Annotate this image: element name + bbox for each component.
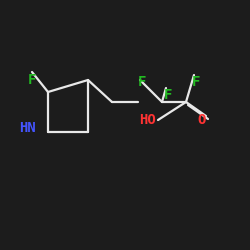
Text: F: F — [28, 73, 36, 87]
Text: F: F — [164, 88, 172, 102]
Text: HO: HO — [140, 113, 156, 127]
Text: O: O — [198, 113, 206, 127]
Text: F: F — [138, 75, 146, 89]
Text: HN: HN — [20, 121, 36, 135]
Text: F: F — [192, 75, 200, 89]
